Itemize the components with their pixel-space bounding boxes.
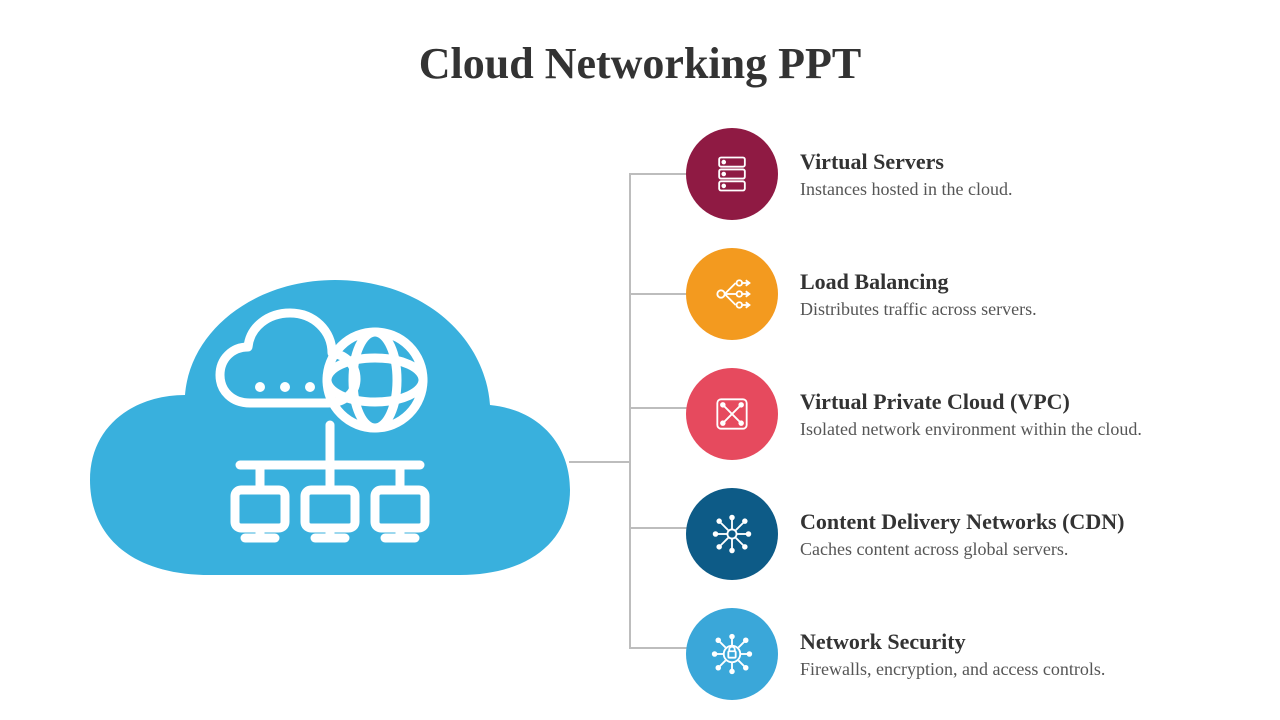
feature-desc: Distributes traffic across servers. bbox=[800, 299, 1037, 320]
cdn-icon bbox=[710, 512, 754, 556]
feature-text: Virtual Private Cloud (VPC) Isolated net… bbox=[800, 389, 1142, 440]
feature-title: Virtual Private Cloud (VPC) bbox=[800, 389, 1142, 415]
feature-load-balancing: Load Balancing Distributes traffic acros… bbox=[686, 248, 1246, 340]
feature-desc: Caches content across global servers. bbox=[800, 539, 1124, 560]
feature-title: Content Delivery Networks (CDN) bbox=[800, 509, 1124, 535]
feature-text: Content Delivery Networks (CDN) Caches c… bbox=[800, 509, 1124, 560]
feature-vpc: Virtual Private Cloud (VPC) Isolated net… bbox=[686, 368, 1246, 460]
feature-cdn: Content Delivery Networks (CDN) Caches c… bbox=[686, 488, 1246, 580]
feature-text: Virtual Servers Instances hosted in the … bbox=[800, 149, 1012, 200]
slide: Cloud Networking PPT bbox=[0, 0, 1280, 720]
vpc-icon bbox=[710, 392, 754, 436]
feature-circle bbox=[686, 488, 778, 580]
feature-circle bbox=[686, 248, 778, 340]
feature-desc: Firewalls, encryption, and access contro… bbox=[800, 659, 1105, 680]
security-icon bbox=[710, 632, 754, 676]
feature-circle bbox=[686, 608, 778, 700]
cloud-icon bbox=[90, 275, 570, 585]
feature-virtual-servers: Virtual Servers Instances hosted in the … bbox=[686, 128, 1246, 220]
feature-circle bbox=[686, 128, 778, 220]
feature-title: Network Security bbox=[800, 629, 1105, 655]
feature-text: Network Security Firewalls, encryption, … bbox=[800, 629, 1105, 680]
balance-icon bbox=[710, 272, 754, 316]
page-title: Cloud Networking PPT bbox=[0, 38, 1280, 89]
feature-title: Virtual Servers bbox=[800, 149, 1012, 175]
feature-list: Virtual Servers Instances hosted in the … bbox=[686, 128, 1246, 720]
feature-title: Load Balancing bbox=[800, 269, 1037, 295]
servers-icon bbox=[710, 152, 754, 196]
feature-desc: Instances hosted in the cloud. bbox=[800, 179, 1012, 200]
feature-text: Load Balancing Distributes traffic acros… bbox=[800, 269, 1037, 320]
feature-circle bbox=[686, 368, 778, 460]
cloud-graphic bbox=[90, 275, 570, 585]
feature-desc: Isolated network environment within the … bbox=[800, 419, 1142, 440]
feature-security: Network Security Firewalls, encryption, … bbox=[686, 608, 1246, 700]
